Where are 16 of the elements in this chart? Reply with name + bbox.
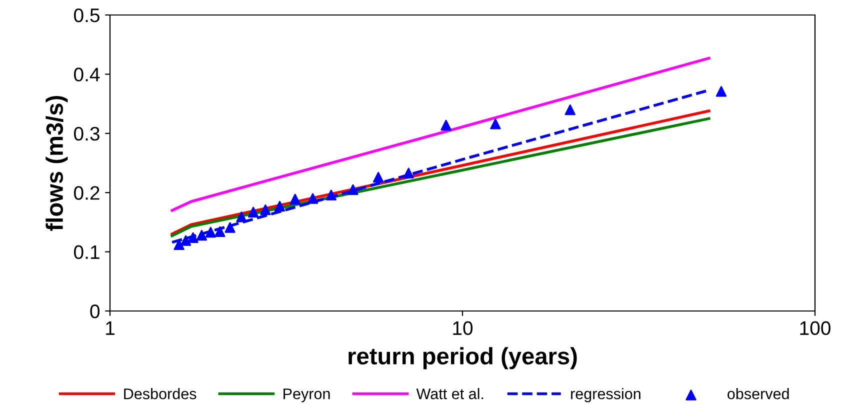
y-axis-title: flows (m3/s) [46, 96, 68, 231]
x-tick-label: 10 [453, 321, 473, 336]
y-tick-label: 0 [90, 304, 100, 318]
legend-label: Watt et al. [416, 388, 484, 400]
y-tick-label: 0.3 [74, 126, 100, 141]
y-tick-label: 0.2 [74, 186, 100, 200]
y-tick-label: 0.4 [74, 68, 100, 82]
legend-label: regression [571, 388, 640, 402]
legend-label: observed [728, 388, 789, 400]
x-tick-label: 1 [106, 321, 114, 335]
y-tick-label: 0.1 [74, 245, 100, 260]
legend-label: Peyron [284, 388, 330, 402]
x-axis-title: return period (years) [348, 347, 577, 370]
x-tick-label: 100 [800, 321, 830, 336]
y-tick-label: 0.5 [74, 8, 100, 22]
legend-label: Desbordes [124, 388, 196, 400]
